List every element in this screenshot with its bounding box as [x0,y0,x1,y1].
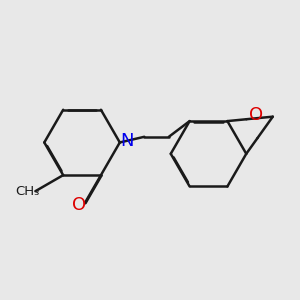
Text: CH₃: CH₃ [15,185,39,198]
Text: N: N [120,132,133,150]
Text: O: O [72,196,86,214]
Text: O: O [249,106,263,124]
